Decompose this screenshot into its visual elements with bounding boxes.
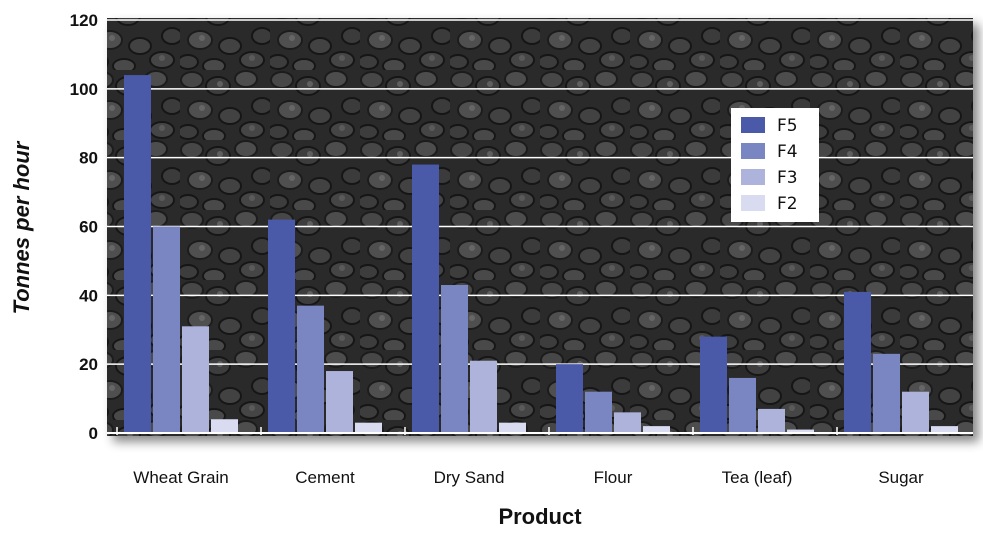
bar-f4 bbox=[585, 392, 612, 433]
bar-f4 bbox=[873, 354, 900, 433]
legend-label: F3 bbox=[777, 168, 798, 188]
y-tick-label: 20 bbox=[79, 355, 98, 374]
category-label: Dry Sand bbox=[434, 468, 505, 487]
x-axis-title: Product bbox=[498, 504, 582, 529]
bar-f2 bbox=[355, 423, 382, 433]
category-label: Tea (leaf) bbox=[722, 468, 793, 487]
bar-f5 bbox=[124, 75, 151, 433]
y-tick-label: 100 bbox=[70, 80, 98, 99]
bar-f5 bbox=[412, 165, 439, 433]
bar-f2 bbox=[643, 426, 670, 433]
bar-f3 bbox=[182, 326, 209, 433]
bar-f5 bbox=[268, 220, 295, 433]
category-label: Cement bbox=[295, 468, 355, 487]
y-axis-title: Tonnes per hour bbox=[9, 140, 34, 314]
bar-f4 bbox=[729, 378, 756, 433]
legend: F5 F4 F3 F2 bbox=[731, 108, 819, 222]
bar-f2 bbox=[931, 426, 958, 433]
legend-label: F4 bbox=[777, 142, 798, 162]
bar-f5 bbox=[844, 292, 871, 433]
legend-swatch bbox=[741, 143, 765, 159]
bar-f2 bbox=[499, 423, 526, 433]
bar-f5 bbox=[556, 364, 583, 433]
bar-f3 bbox=[470, 361, 497, 433]
category-label: Sugar bbox=[878, 468, 924, 487]
legend-swatch bbox=[741, 117, 765, 133]
category-label: Wheat Grain bbox=[133, 468, 228, 487]
bar-f5 bbox=[700, 337, 727, 433]
y-tick-labels: 0 20 40 60 80 100 120 bbox=[70, 11, 98, 443]
legend-swatch bbox=[741, 169, 765, 185]
bar-f3 bbox=[326, 371, 353, 433]
bar-f3 bbox=[902, 392, 929, 433]
bar-f4 bbox=[297, 306, 324, 433]
bar-f3 bbox=[614, 412, 641, 433]
legend-label: F2 bbox=[777, 194, 798, 214]
bar-f4 bbox=[153, 227, 180, 434]
category-labels: Wheat Grain Cement Dry Sand Flour Tea (leaf)… bbox=[133, 468, 924, 487]
legend-swatch bbox=[741, 195, 765, 211]
y-tick-label: 80 bbox=[79, 149, 98, 168]
category-label: Flour bbox=[594, 468, 633, 487]
bar-f2 bbox=[211, 419, 238, 433]
bar-f3 bbox=[758, 409, 785, 433]
bar-f4 bbox=[441, 285, 468, 433]
y-tick-label: 0 bbox=[89, 424, 98, 443]
y-tick-label: 120 bbox=[70, 11, 98, 30]
y-tick-label: 60 bbox=[79, 218, 98, 237]
legend-label: F5 bbox=[777, 116, 798, 136]
y-tick-label: 40 bbox=[79, 286, 98, 305]
